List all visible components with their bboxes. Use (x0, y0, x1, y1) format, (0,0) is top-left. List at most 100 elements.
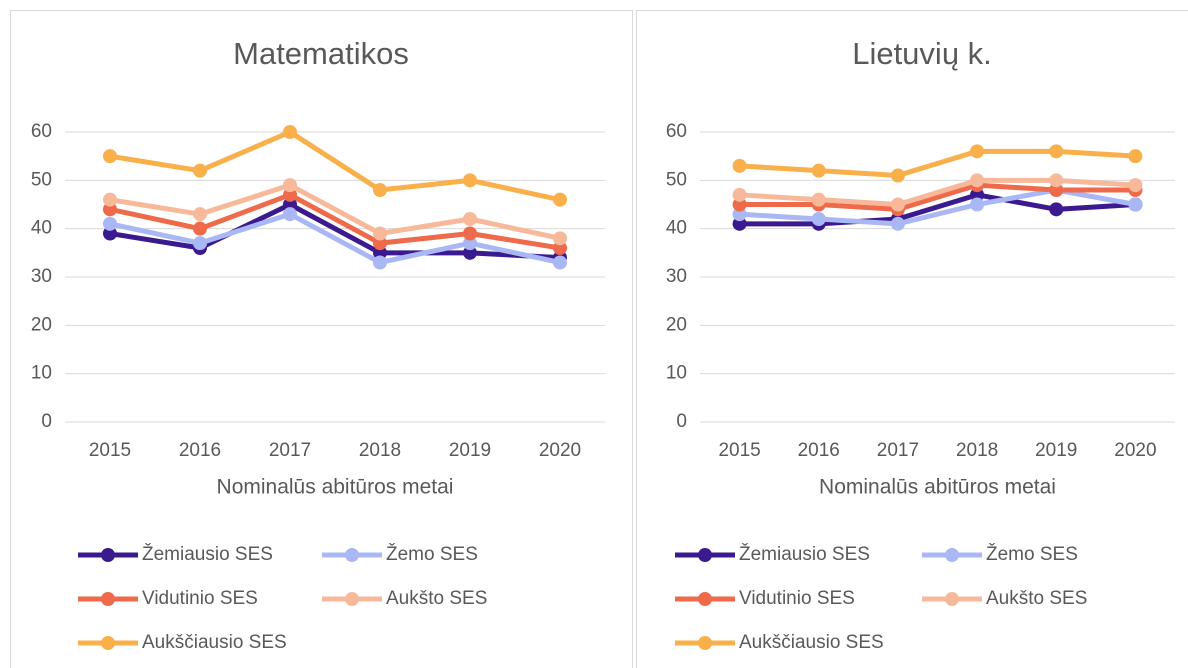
legend-label: Aukšto SES (986, 588, 1087, 609)
point (463, 245, 477, 260)
point (193, 207, 207, 222)
point (373, 236, 387, 251)
point (103, 192, 117, 207)
point (811, 163, 826, 178)
point (373, 245, 387, 260)
point (1128, 149, 1143, 164)
point (553, 241, 567, 255)
point (1049, 144, 1064, 159)
y-tick-label: 20 (666, 314, 687, 335)
x-tick-label: 2018 (956, 440, 998, 461)
x-tick-label: 2020 (539, 440, 581, 461)
point (732, 216, 747, 231)
legend-marker (101, 636, 115, 650)
series-line (109, 202, 561, 261)
point (970, 144, 985, 159)
x-tick-label: 2019 (1035, 440, 1077, 461)
legend-label: Aukščiausio SES (142, 632, 287, 653)
x-axis-label: Nominalūs abitūros metai (217, 476, 454, 499)
y-tick-label: 50 (31, 169, 52, 190)
series-line (109, 192, 561, 251)
legend-label: Žemo SES (986, 543, 1078, 565)
y-tick-label: 10 (666, 363, 687, 384)
chart-title: Lietuvių k. (852, 36, 992, 71)
x-axis-label: Nominalūs abitūros metai (819, 476, 1056, 499)
legend-marker (345, 548, 359, 562)
point (193, 221, 207, 236)
point (811, 192, 826, 207)
y-tick-label: 10 (31, 363, 52, 384)
y-tick-label: 40 (666, 218, 687, 239)
y-tick-label: 0 (676, 411, 687, 432)
legend-marker (345, 592, 359, 606)
y-tick-label: 20 (31, 314, 52, 335)
y-tick-label: 40 (31, 218, 52, 239)
point (1049, 202, 1064, 217)
point (553, 231, 567, 246)
point (103, 149, 117, 164)
legend-marker (945, 548, 959, 562)
point (890, 197, 905, 212)
legend-marker (101, 548, 115, 562)
point (373, 226, 387, 241)
point (283, 125, 297, 139)
point (193, 236, 207, 251)
point (463, 212, 477, 226)
y-tick-label: 60 (31, 121, 52, 142)
legend-marker (698, 548, 712, 562)
point (890, 216, 905, 231)
legend-label: Aukščiausio SES (739, 632, 884, 653)
point (1049, 183, 1064, 197)
series-line (739, 148, 1136, 178)
point (283, 207, 297, 222)
point (283, 197, 297, 212)
series-line (109, 129, 561, 203)
legend-marker (945, 592, 959, 606)
point (970, 187, 985, 202)
series-line (739, 177, 1136, 207)
x-tick-label: 2015 (89, 440, 131, 461)
panel-border (10, 10, 633, 668)
panel-border (636, 10, 1188, 668)
chart-title: Matematikos (233, 36, 409, 71)
point (463, 173, 477, 188)
point (732, 197, 747, 212)
point (1128, 197, 1143, 212)
point (103, 226, 117, 241)
x-tick-label: 2019 (449, 440, 491, 461)
series-line (109, 211, 561, 265)
legend-marker (698, 636, 712, 650)
legend-label: Žemiausio SES (142, 543, 273, 565)
x-tick-label: 2020 (1114, 440, 1156, 461)
point (811, 212, 826, 226)
x-tick-label: 2017 (269, 440, 311, 461)
series-line (739, 182, 1136, 212)
x-tick-label: 2018 (359, 440, 401, 461)
point (103, 202, 117, 217)
legend-label: Vidutinio SES (739, 588, 855, 609)
point (970, 173, 985, 188)
y-tick-label: 50 (666, 169, 687, 190)
point (463, 236, 477, 251)
point (890, 168, 905, 183)
point (463, 226, 477, 241)
point (970, 197, 985, 212)
y-tick-label: 0 (41, 411, 52, 432)
point (1049, 173, 1064, 188)
legend-label: Žemo SES (386, 543, 478, 565)
legend-label: Vidutinio SES (142, 588, 258, 609)
y-tick-label: 30 (31, 266, 52, 287)
point (373, 255, 387, 270)
series-line (739, 192, 1136, 227)
point (553, 192, 567, 207)
point (283, 187, 297, 202)
point (732, 187, 747, 202)
y-tick-label: 60 (666, 121, 687, 142)
point (1128, 178, 1143, 193)
legend-label: Žemiausio SES (739, 543, 870, 565)
series-line (109, 182, 561, 241)
point (732, 158, 747, 173)
x-tick-label: 2016 (798, 440, 840, 461)
x-tick-label: 2015 (718, 440, 760, 461)
